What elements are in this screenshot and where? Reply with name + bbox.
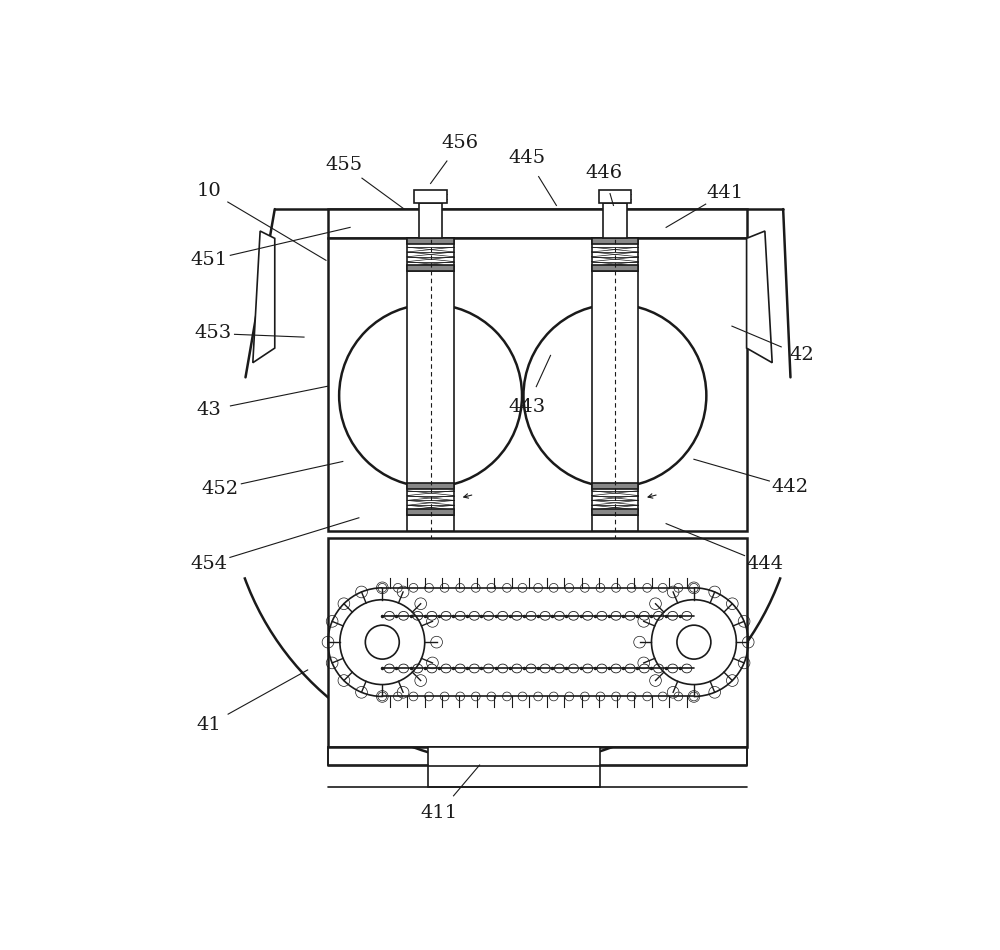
Bar <box>328 209 747 238</box>
Text: 43: 43 <box>196 401 221 419</box>
Bar <box>592 238 638 531</box>
Text: 443: 443 <box>509 398 546 415</box>
Text: 442: 442 <box>772 478 809 496</box>
Text: 444: 444 <box>746 555 783 573</box>
Text: 10: 10 <box>197 181 221 200</box>
Bar <box>592 265 638 272</box>
Polygon shape <box>253 231 275 363</box>
Bar <box>414 190 447 203</box>
Text: 452: 452 <box>201 480 238 498</box>
Bar <box>328 238 747 531</box>
Bar <box>592 483 638 488</box>
Bar <box>407 483 454 488</box>
Text: 445: 445 <box>509 149 546 167</box>
Bar <box>603 203 627 238</box>
Text: 455: 455 <box>326 156 363 174</box>
Text: 41: 41 <box>197 715 221 733</box>
Bar <box>328 539 747 747</box>
Bar <box>407 238 454 531</box>
Text: 451: 451 <box>190 252 227 269</box>
Bar <box>407 238 454 244</box>
Text: 446: 446 <box>585 163 622 181</box>
Text: 42: 42 <box>789 347 814 365</box>
Polygon shape <box>747 231 772 363</box>
Bar <box>428 747 600 787</box>
Bar <box>599 190 631 203</box>
Bar <box>419 203 442 238</box>
Text: 411: 411 <box>421 804 458 822</box>
Bar <box>407 509 454 515</box>
Bar <box>592 509 638 515</box>
Text: 456: 456 <box>441 134 478 152</box>
Text: 454: 454 <box>190 555 227 573</box>
Bar <box>407 265 454 272</box>
Text: 453: 453 <box>194 325 231 342</box>
Text: 441: 441 <box>706 184 743 202</box>
Bar <box>592 238 638 244</box>
